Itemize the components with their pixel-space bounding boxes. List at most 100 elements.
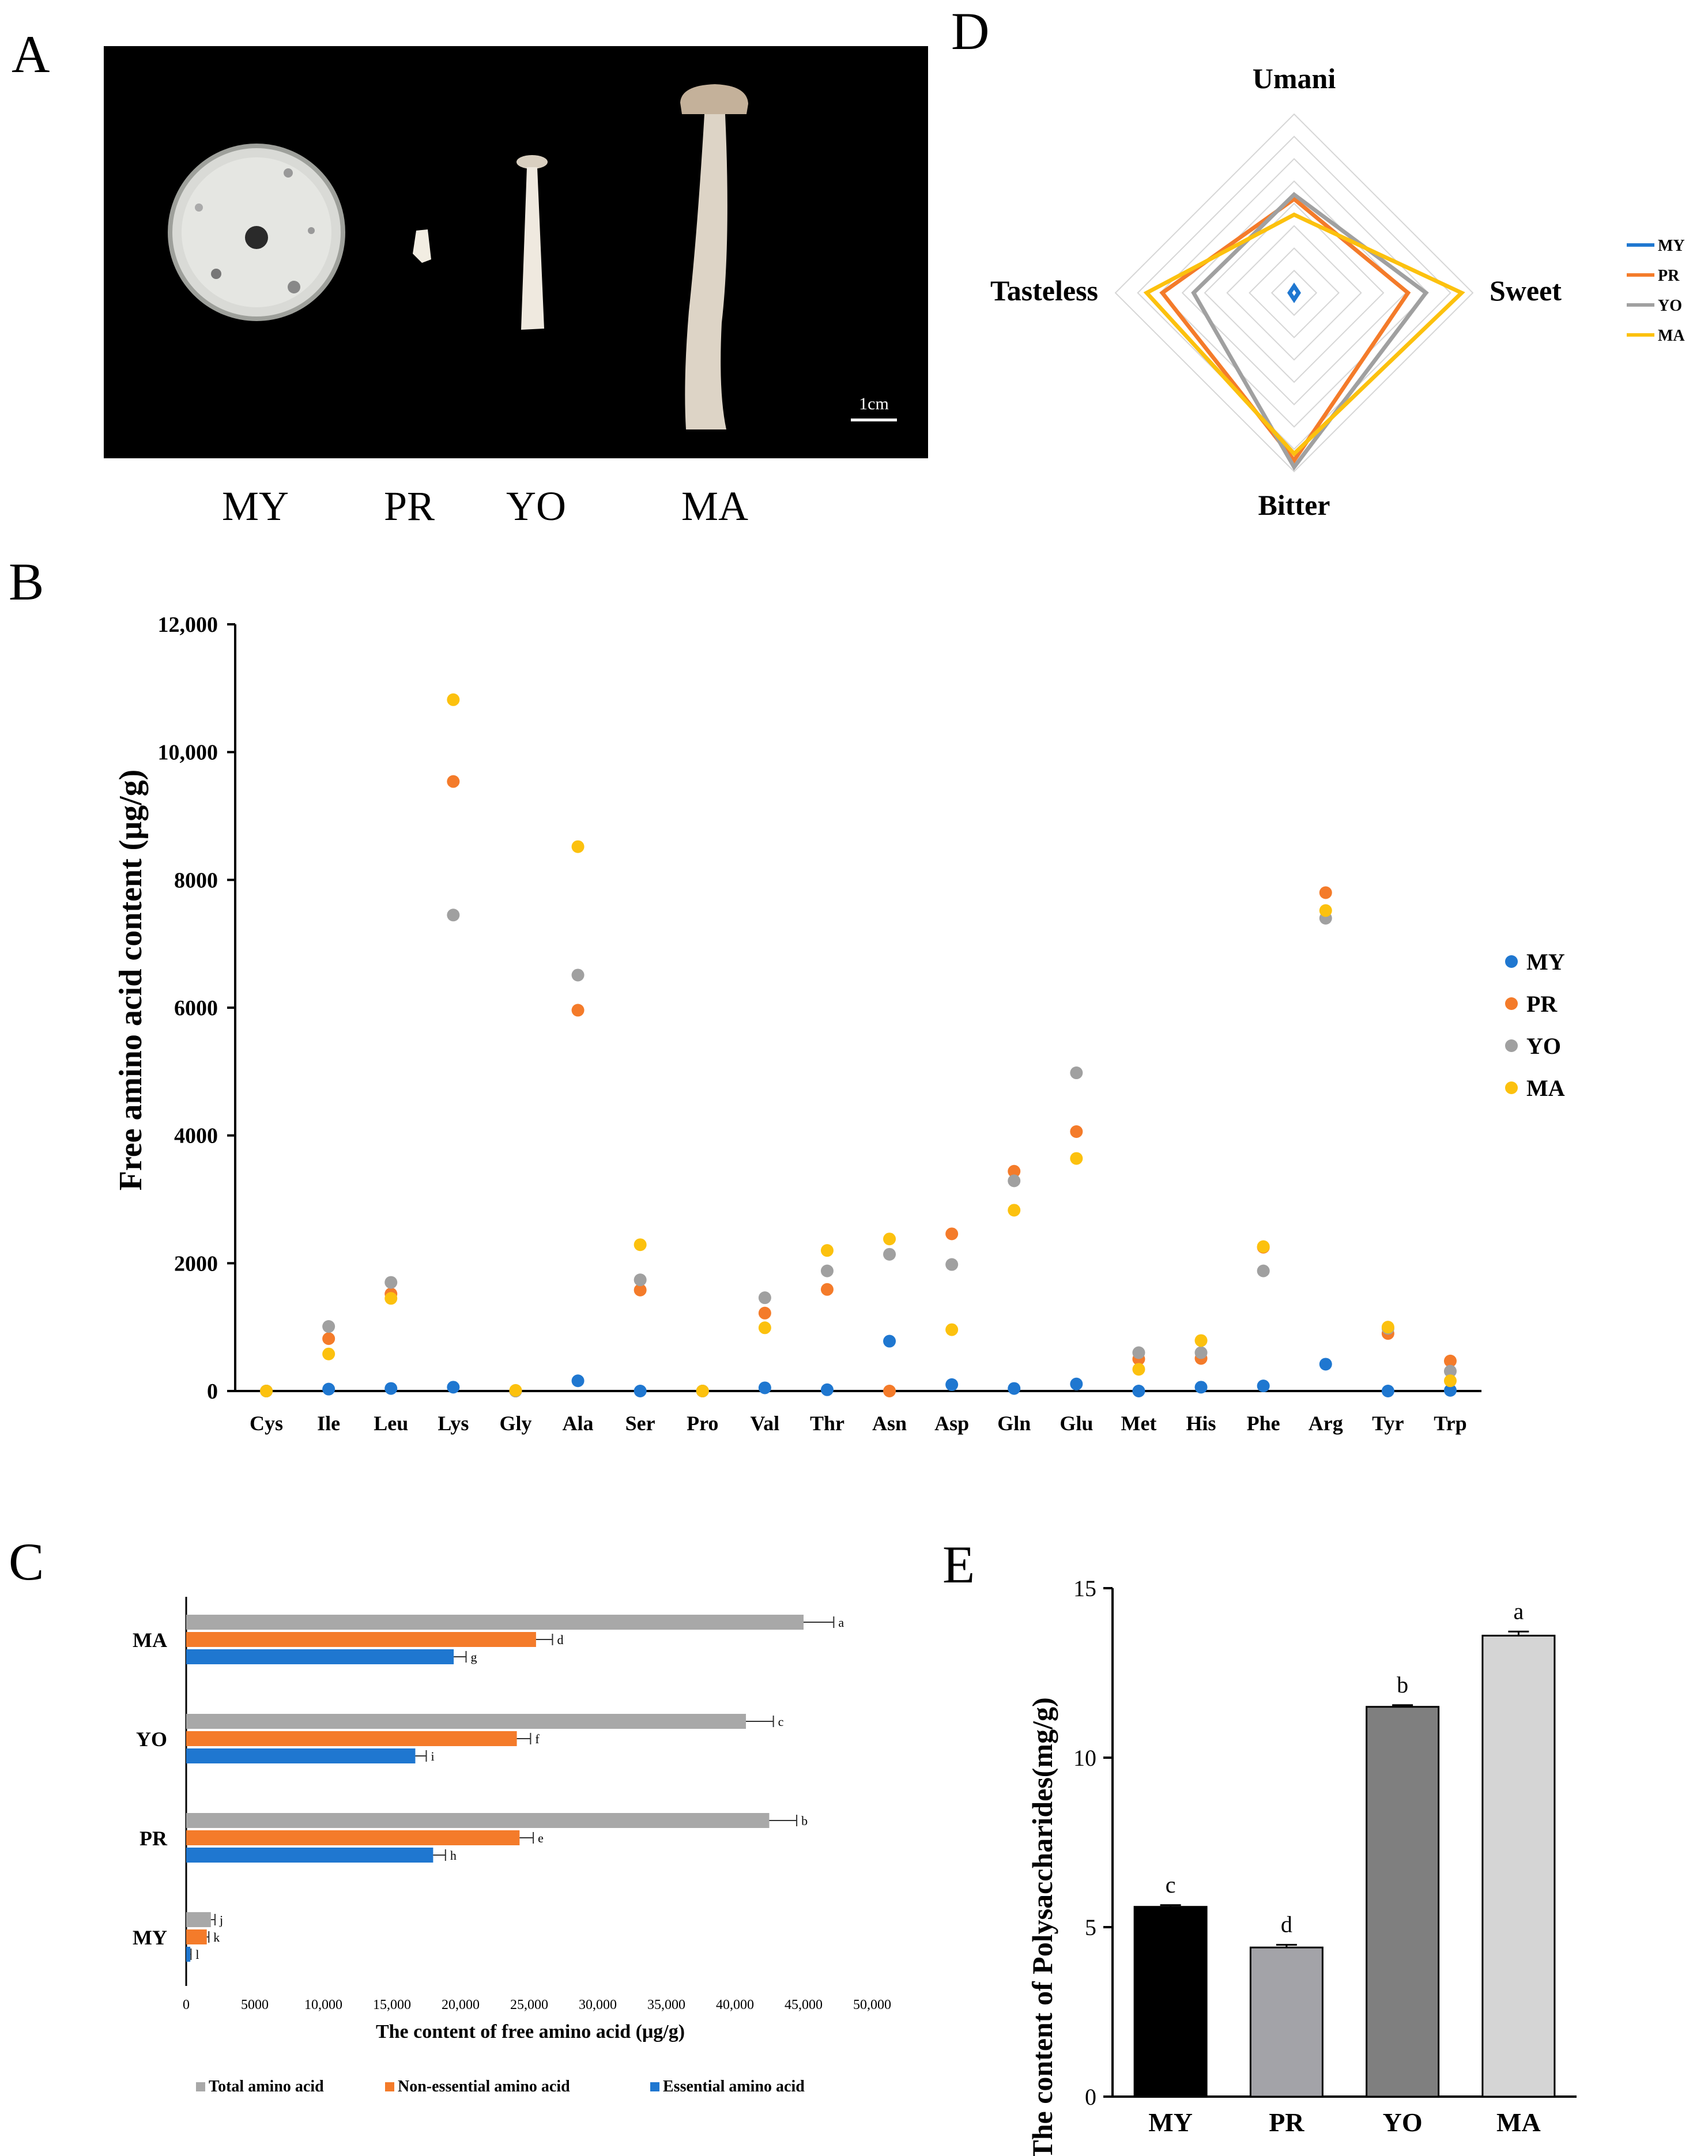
vbar-significance-letter: c [1166, 1872, 1176, 1898]
scatter-point-ma [883, 1232, 896, 1246]
scatter-x-tick-label: His [1186, 1412, 1216, 1435]
radar-legend-label: MA [1658, 327, 1685, 345]
scatter-point-yo [634, 1273, 647, 1287]
photo-label-pr: PR [384, 483, 435, 529]
scatter-x-tick-label: Arg [1309, 1412, 1343, 1435]
scatter-point-ma [447, 693, 460, 706]
mycelium-dish-image [168, 144, 345, 321]
vbar-x-tick-label: MY [1148, 2108, 1193, 2137]
hbar-significance-letter: k [213, 1930, 220, 1944]
hbar-x-tick-label: 40,000 [716, 1997, 754, 2012]
scatter-point-ma [1008, 1204, 1021, 1217]
scatter-x-tick-label: Met [1121, 1412, 1156, 1435]
vbar-y-tick-label: 0 [1085, 2084, 1096, 2110]
scatter-point-yo [1008, 1174, 1021, 1188]
scatter-point-yo [1443, 1365, 1457, 1378]
panel-label-d: D [951, 2, 989, 61]
hbar-category-label: MY [133, 1926, 167, 1949]
hbar-significance-letter: d [557, 1633, 563, 1647]
panel-label-e: E [942, 1535, 975, 1594]
primordium-image [413, 229, 431, 263]
radar-grid-ring [1226, 225, 1362, 361]
scatter-legend-label: YO [1526, 1033, 1561, 1059]
radar-legend-label: PR [1658, 267, 1680, 285]
scatter-x-tick-label: Val [750, 1412, 779, 1435]
mature-fruiting-body-image [680, 84, 748, 429]
hbar-x-axis-title: The content of free amino acid (μg/g) [376, 2021, 685, 2042]
scatter-x-tick-label: Gln [997, 1412, 1031, 1435]
radar-axis-bitter: Bitter [1258, 489, 1330, 521]
scatter-x-tick-label: Ser [625, 1412, 655, 1435]
panel-label-a: A [12, 25, 50, 84]
hbar-significance-letter: j [219, 1913, 223, 1927]
scatter-point-yo [322, 1320, 335, 1333]
hbar-x-tick-label: 0 [183, 1997, 190, 2012]
scatter-x-tick-label: Tyr [1372, 1412, 1404, 1435]
hbar-legend-label: Non-essential amino acid [398, 2078, 570, 2095]
vbar-bar [1481, 1634, 1556, 2098]
scatter-point-yo [820, 1264, 834, 1277]
scatter-axes: 0 2000 4000 6000 8000 10,000 12,000 Cys Ile Leu Ly… [158, 613, 1481, 1435]
scatter-point-ma [1257, 1240, 1270, 1253]
scatter-y-tick-label: 2000 [174, 1252, 218, 1276]
scatter-point-yo [1194, 1346, 1208, 1359]
scatter-x-tick-label: Ile [317, 1412, 340, 1435]
hbar-bar [186, 1714, 746, 1729]
scatter-legend-label: MA [1526, 1075, 1565, 1101]
hbar-significance-letter: g [471, 1650, 477, 1664]
hbar-bar [186, 1929, 207, 1944]
scatter-point-ma [820, 1244, 834, 1257]
scatter-x-tick-label: Cys [250, 1412, 283, 1435]
radar-rings [1114, 113, 1474, 473]
hbar-bar [186, 1615, 804, 1630]
vbar-y-axis-title: The content of Polysaccharides(mg/g) [1026, 1697, 1058, 2156]
hbar-legend: Total amino acid Non-essential amino acid… [196, 2078, 805, 2095]
hbar-significance-letter: c [778, 1714, 784, 1729]
scatter-x-tick-label: Gly [499, 1412, 531, 1435]
photo-label-my: MY [222, 483, 289, 529]
scatter-point-ma [571, 840, 585, 853]
hbar-significance-letter: l [195, 1947, 199, 1962]
radar-grid-ring [1249, 247, 1340, 338]
radar-grid-ring [1137, 135, 1451, 450]
vbar-y-tick-label: 15 [1073, 1575, 1096, 1601]
scatter-point-my [1070, 1377, 1083, 1390]
scatter-point-ma [322, 1347, 335, 1360]
scatter-x-tick-label: Ala [563, 1412, 594, 1435]
scatter-point-pr [571, 1004, 585, 1017]
scatter-chart: 0 2000 4000 6000 8000 10,000 12,000 Cys Ile Leu Ly… [113, 613, 1565, 1435]
radar-series-my [1287, 282, 1301, 303]
radar-series-yo [1191, 191, 1429, 471]
scatter-point-ma [634, 1238, 647, 1252]
hbar-legend-marker [650, 2082, 659, 2091]
scatter-y-tick-label: 10,000 [158, 741, 218, 765]
scatter-point-pr [945, 1227, 959, 1241]
hbar-x-tick-label: 25,000 [510, 1997, 548, 2012]
hbar-legend-label: Total amino acid [209, 2078, 324, 2095]
scatter-x-tick-label: Asn [872, 1412, 907, 1435]
scatter-x-tick-label: Asp [934, 1412, 969, 1435]
radar-grid-ring [1204, 202, 1385, 383]
scatter-point-pr [820, 1283, 834, 1296]
hbar-significance-letter: i [431, 1749, 435, 1763]
scatter-point-pr [1008, 1164, 1021, 1178]
radar-legend-label: MY [1658, 237, 1685, 255]
scatter-legend-marker [1505, 1081, 1518, 1094]
panel-a-photo: 1cm [104, 46, 928, 458]
hbar-bars: a d g c f i b e h jkl [186, 1615, 844, 1962]
scatter-point-ma [696, 1385, 709, 1397]
scatter-point-my [634, 1385, 647, 1397]
scatter-point-my [945, 1378, 959, 1391]
hbar-x-tick-label: 5000 [241, 1997, 269, 2012]
scatter-point-ma [1381, 1321, 1394, 1334]
radar-grid-ring [1270, 269, 1318, 316]
scale-bar [851, 419, 897, 421]
scatter-point-ma [758, 1321, 771, 1335]
radar-series-ma [1143, 212, 1465, 457]
hbar-legend-marker [385, 2082, 394, 2091]
scatter-point-my [447, 1381, 460, 1394]
scatter-point-ma [945, 1323, 959, 1336]
scatter-x-tick-label: Thr [810, 1412, 844, 1435]
scatter-point-pr [1443, 1354, 1457, 1367]
